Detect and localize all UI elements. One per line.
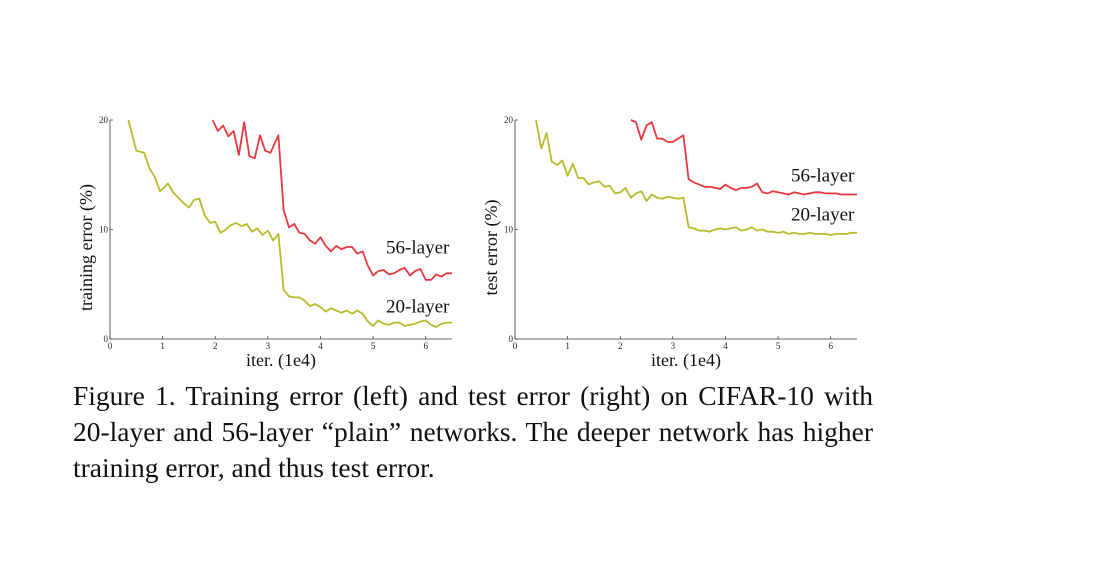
y-axis-label: test error (%)	[481, 200, 502, 296]
y-tick-label: 10	[504, 225, 514, 235]
y-tick-label: 0	[104, 334, 109, 344]
x-tick-label: 1	[565, 341, 570, 351]
x-tick-label: 5	[776, 341, 781, 351]
y-tick-label: 10	[99, 225, 109, 235]
x-tick-label: 2	[618, 341, 623, 351]
series-label-20-layer: 20-layer	[791, 205, 855, 226]
series-line-56-layer	[211, 119, 452, 281]
series-line-20-layer	[127, 119, 452, 328]
x-axis-label: iter. (1e4)	[246, 350, 316, 370]
x-tick-label: 0	[108, 341, 113, 351]
series-label-56-layer: 56-layer	[386, 238, 450, 259]
figure-caption: Figure 1. Training error (left) and test…	[73, 380, 873, 483]
series-label-20-layer: 20-layer	[386, 297, 450, 318]
x-axis-label: iter. (1e4)	[651, 350, 721, 370]
series-line-56-layer	[630, 119, 857, 196]
plot-training-error: 0 1 2 3 4 5 6 0 10 20 iter. (1e4) training error (%…	[76, 115, 452, 370]
x-tick-label: 6	[828, 341, 833, 351]
y-axis-label: training error (%)	[76, 184, 97, 311]
x-tick-label: 5	[371, 341, 376, 351]
series-line-20-layer	[535, 119, 857, 236]
x-tick-label: 4	[318, 341, 323, 351]
y-tick-label: 20	[504, 115, 514, 125]
y-tick-label: 20	[99, 115, 109, 125]
x-tick-label: 4	[723, 341, 728, 351]
x-tick-label: 3	[266, 341, 271, 351]
x-tick-label: 6	[423, 341, 428, 351]
series-label-56-layer: 56-layer	[791, 165, 855, 186]
x-tick-label: 2	[213, 341, 218, 351]
x-tick-label: 0	[513, 341, 518, 351]
x-tick-label: 1	[160, 341, 165, 351]
y-tick-label: 0	[509, 334, 514, 344]
plot-test-error: 0 1 2 3 4 5 6 0 10 20 iter. (1e4) test error (%) 56-…	[481, 115, 857, 370]
x-tick-label: 3	[671, 341, 676, 351]
